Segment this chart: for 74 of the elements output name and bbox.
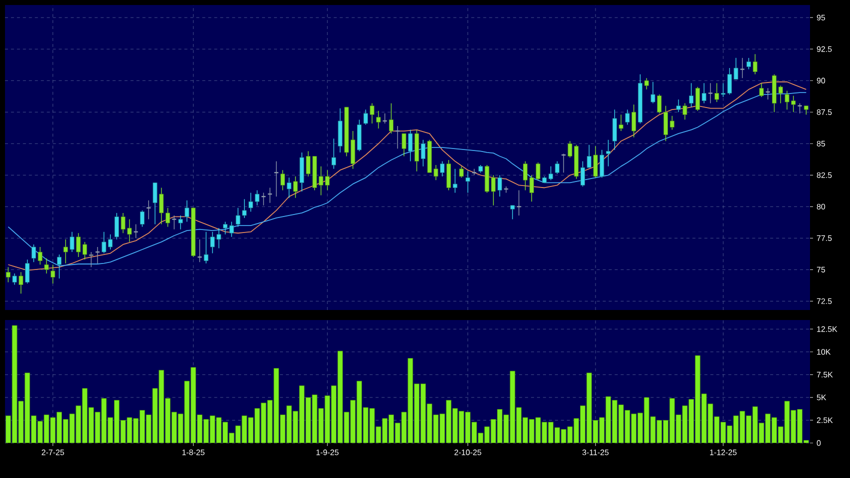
candlestick: [306, 150, 310, 177]
candlestick: [440, 160, 445, 177]
candlestick: [752, 54, 758, 75]
candlestick: [612, 109, 617, 150]
candlestick: [702, 82, 706, 104]
candlestick: [44, 258, 49, 274]
candlestick: [650, 82, 656, 104]
candlestick: [63, 239, 68, 264]
candlestick: [286, 177, 292, 198]
candlestick: [625, 109, 630, 126]
candlestick: [178, 215, 183, 230]
candlestick: [140, 210, 144, 228]
candlestick: [204, 232, 208, 264]
candlestick: [708, 82, 714, 104]
candlestick: [229, 221, 234, 238]
candlestick: [682, 102, 688, 120]
candlestick: [714, 82, 720, 102]
candlestick: [172, 215, 177, 230]
candlestick: [38, 246, 42, 265]
candlestick: [6, 266, 10, 283]
candlestick: [657, 94, 662, 114]
candlestick: [70, 232, 74, 252]
candlestick: [593, 146, 598, 178]
candlestick: [254, 190, 260, 206]
candlestick: [25, 259, 30, 284]
candlestick: [114, 212, 119, 240]
candlestick: [740, 58, 745, 78]
candlestick: [332, 138, 336, 170]
bar: [408, 358, 414, 443]
candlestick: [600, 150, 604, 178]
candlestick: [420, 140, 426, 167]
candlestick: [31, 244, 36, 262]
candlestick: [184, 200, 190, 222]
candlestick: [644, 78, 649, 90]
candlestick: [523, 160, 528, 191]
candlestick: [676, 99, 681, 112]
candlestick: [363, 109, 368, 126]
candlestick: [466, 171, 470, 194]
candlestick: [376, 110, 381, 129]
candlestick: [402, 133, 406, 157]
candlestick: [280, 170, 285, 191]
candlestick: [88, 252, 94, 268]
candlestick: [293, 176, 298, 198]
bar: [190, 367, 196, 443]
candlestick: [797, 102, 802, 114]
candlestick: [510, 205, 515, 220]
candlestick: [248, 192, 254, 212]
candlestick: [388, 102, 394, 134]
candlestick: [606, 140, 611, 167]
candlestick: [12, 273, 17, 286]
candlestick: [152, 182, 158, 225]
candlestick: [498, 174, 502, 197]
candlestick: [446, 160, 451, 191]
candlestick: [632, 104, 636, 138]
candlestick: [408, 129, 413, 162]
candlestick: [689, 82, 694, 108]
candlestick: [459, 166, 464, 178]
candlestick: [554, 160, 560, 174]
candlestick: [695, 86, 700, 112]
candlestick: [197, 239, 202, 262]
candlestick: [50, 264, 56, 284]
bar: [274, 368, 280, 443]
candlestick: [759, 82, 764, 98]
candlestick: [452, 168, 458, 194]
candlestick: [57, 254, 62, 279]
candlestick: [370, 102, 374, 124]
candlestick: [18, 272, 24, 294]
candlestick: [580, 160, 585, 187]
candlestick: [618, 114, 624, 132]
candlestick: [223, 221, 228, 235]
candlestick: [746, 58, 751, 70]
candlestick: [778, 85, 783, 104]
candlestick: [586, 144, 592, 168]
bar: [24, 372, 30, 443]
